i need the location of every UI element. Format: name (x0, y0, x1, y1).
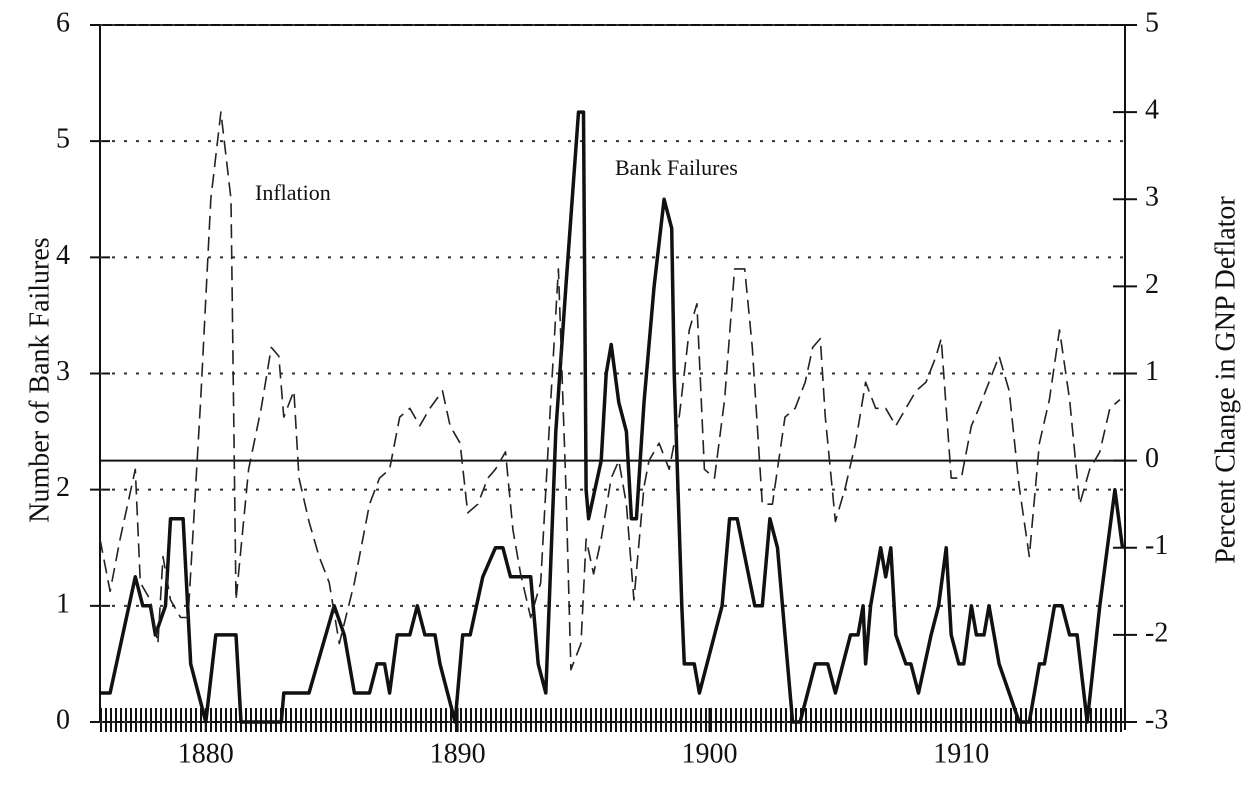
y-tick-label: 1 (56, 588, 70, 619)
series-line (99, 111, 1121, 671)
y2-axis-title: Percent Change in GNP Deflator (1210, 196, 1241, 564)
y-tick-label: 0 (56, 704, 70, 735)
y2-tick-label: -1 (1145, 530, 1168, 561)
y2-tick-label: -2 (1145, 617, 1168, 648)
x-tick-label: 1880 (178, 738, 234, 769)
y-axis-title: Number of Bank Failures (24, 237, 55, 522)
y2-tick-label: 4 (1145, 95, 1159, 126)
y2-tick-label: 2 (1145, 269, 1159, 300)
series-line (100, 110, 1125, 724)
y-tick-label: 3 (56, 356, 70, 387)
y-tick-label: 6 (56, 7, 70, 38)
series-label: Inflation (255, 180, 331, 205)
minor-tick-band (100, 708, 1125, 732)
y2-tick-label: 1 (1145, 356, 1159, 387)
y-tick-label: 5 (56, 124, 70, 155)
y2-tick-label: -3 (1145, 704, 1168, 735)
y2-tick-label: 0 (1145, 443, 1159, 474)
x-tick-label: 1900 (681, 738, 737, 769)
y-tick-label: 2 (56, 472, 70, 503)
y2-tick-label: 3 (1145, 182, 1159, 213)
series-label: Bank Failures (615, 155, 738, 180)
y-tick-label: 4 (56, 240, 70, 271)
y2-tick-label: 5 (1145, 7, 1159, 38)
x-tick-label: 1890 (430, 738, 486, 769)
x-tick-label: 1910 (933, 738, 989, 769)
